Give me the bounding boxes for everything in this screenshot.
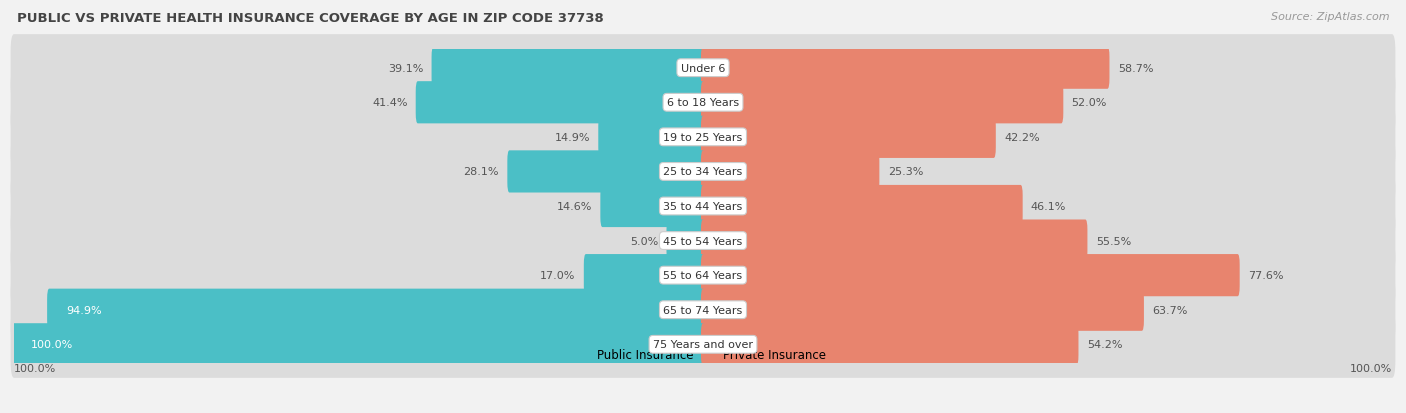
FancyBboxPatch shape: [702, 185, 1022, 228]
FancyBboxPatch shape: [702, 151, 879, 193]
Legend: Public Insurance, Private Insurance: Public Insurance, Private Insurance: [579, 348, 827, 361]
Text: 35 to 44 Years: 35 to 44 Years: [664, 202, 742, 211]
Text: 52.0%: 52.0%: [1071, 98, 1107, 108]
FancyBboxPatch shape: [11, 104, 1395, 171]
Text: 25.3%: 25.3%: [887, 167, 922, 177]
FancyBboxPatch shape: [11, 208, 1395, 275]
Text: 6 to 18 Years: 6 to 18 Years: [666, 98, 740, 108]
FancyBboxPatch shape: [702, 116, 995, 159]
FancyBboxPatch shape: [11, 138, 1395, 205]
Text: 55 to 64 Years: 55 to 64 Years: [664, 271, 742, 280]
FancyBboxPatch shape: [508, 151, 704, 193]
FancyBboxPatch shape: [416, 82, 704, 124]
Text: 63.7%: 63.7%: [1152, 305, 1188, 315]
FancyBboxPatch shape: [11, 173, 1395, 240]
Text: 54.2%: 54.2%: [1087, 339, 1122, 349]
FancyBboxPatch shape: [702, 220, 1087, 262]
FancyBboxPatch shape: [11, 242, 1395, 309]
FancyBboxPatch shape: [13, 323, 704, 366]
FancyBboxPatch shape: [666, 220, 704, 262]
Text: 41.4%: 41.4%: [373, 98, 408, 108]
Text: 46.1%: 46.1%: [1031, 202, 1066, 211]
FancyBboxPatch shape: [702, 82, 1063, 124]
Text: 94.9%: 94.9%: [66, 305, 103, 315]
FancyBboxPatch shape: [599, 116, 704, 159]
Text: 45 to 54 Years: 45 to 54 Years: [664, 236, 742, 246]
Text: 25 to 34 Years: 25 to 34 Years: [664, 167, 742, 177]
Text: 39.1%: 39.1%: [388, 64, 423, 74]
Text: Under 6: Under 6: [681, 64, 725, 74]
Text: 17.0%: 17.0%: [540, 271, 575, 280]
Text: 77.6%: 77.6%: [1249, 271, 1284, 280]
Text: Source: ZipAtlas.com: Source: ZipAtlas.com: [1271, 12, 1389, 22]
FancyBboxPatch shape: [11, 311, 1395, 378]
Text: 55.5%: 55.5%: [1095, 236, 1130, 246]
FancyBboxPatch shape: [600, 185, 704, 228]
Text: PUBLIC VS PRIVATE HEALTH INSURANCE COVERAGE BY AGE IN ZIP CODE 37738: PUBLIC VS PRIVATE HEALTH INSURANCE COVER…: [17, 12, 603, 25]
Text: 100.0%: 100.0%: [31, 339, 73, 349]
FancyBboxPatch shape: [702, 47, 1109, 90]
Text: 5.0%: 5.0%: [630, 236, 658, 246]
Text: 65 to 74 Years: 65 to 74 Years: [664, 305, 742, 315]
FancyBboxPatch shape: [48, 289, 704, 331]
Text: 19 to 25 Years: 19 to 25 Years: [664, 133, 742, 142]
FancyBboxPatch shape: [432, 47, 704, 90]
FancyBboxPatch shape: [11, 35, 1395, 102]
Text: 75 Years and over: 75 Years and over: [652, 339, 754, 349]
FancyBboxPatch shape: [702, 254, 1240, 297]
Text: 14.9%: 14.9%: [554, 133, 591, 142]
FancyBboxPatch shape: [11, 69, 1395, 136]
FancyBboxPatch shape: [11, 277, 1395, 344]
Text: 100.0%: 100.0%: [14, 363, 56, 373]
FancyBboxPatch shape: [702, 289, 1144, 331]
Text: 42.2%: 42.2%: [1004, 133, 1039, 142]
FancyBboxPatch shape: [583, 254, 704, 297]
FancyBboxPatch shape: [702, 323, 1078, 366]
Text: 28.1%: 28.1%: [464, 167, 499, 177]
Text: 100.0%: 100.0%: [1350, 363, 1392, 373]
Text: 58.7%: 58.7%: [1118, 64, 1153, 74]
Text: 14.6%: 14.6%: [557, 202, 592, 211]
